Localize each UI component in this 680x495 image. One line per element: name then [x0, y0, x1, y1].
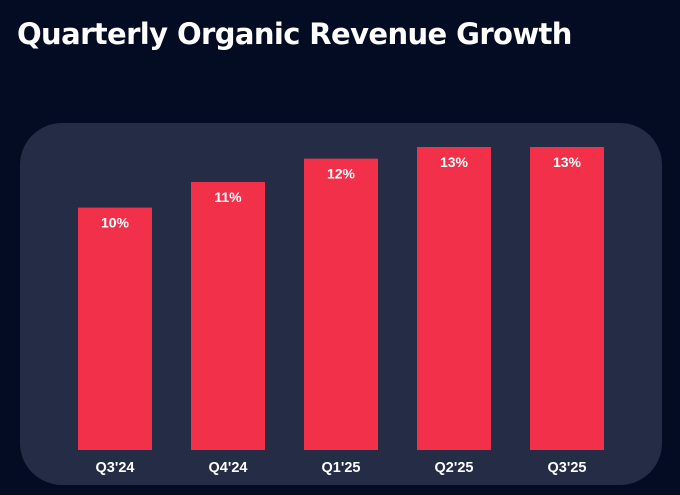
data-label-0: 10% — [101, 215, 130, 231]
bar-1 — [191, 181, 265, 450]
bar-2 — [304, 158, 378, 450]
bar-3 — [417, 147, 491, 450]
x-tick-label-0: Q3'24 — [96, 460, 135, 476]
data-label-2: 12% — [327, 166, 356, 182]
bar-0 — [78, 207, 152, 450]
data-label-4: 13% — [553, 154, 582, 170]
bar-4 — [530, 147, 604, 450]
x-tick-label-2: Q1'25 — [322, 460, 361, 476]
x-axis-labels-group: Q3'24 Q4'24 Q1'25 Q2'25 Q3'25 — [96, 460, 587, 476]
data-labels-group: 10% 11% 12% 13% 13% — [101, 154, 582, 231]
x-tick-label-3: Q2'25 — [435, 460, 474, 476]
bars-group — [78, 147, 604, 450]
data-label-1: 11% — [214, 189, 242, 205]
data-label-3: 13% — [440, 154, 469, 170]
chart-title: Quarterly Organic Revenue Growth — [17, 17, 572, 51]
x-tick-label-4: Q3'25 — [548, 460, 587, 476]
x-tick-label-1: Q4'24 — [209, 460, 248, 476]
